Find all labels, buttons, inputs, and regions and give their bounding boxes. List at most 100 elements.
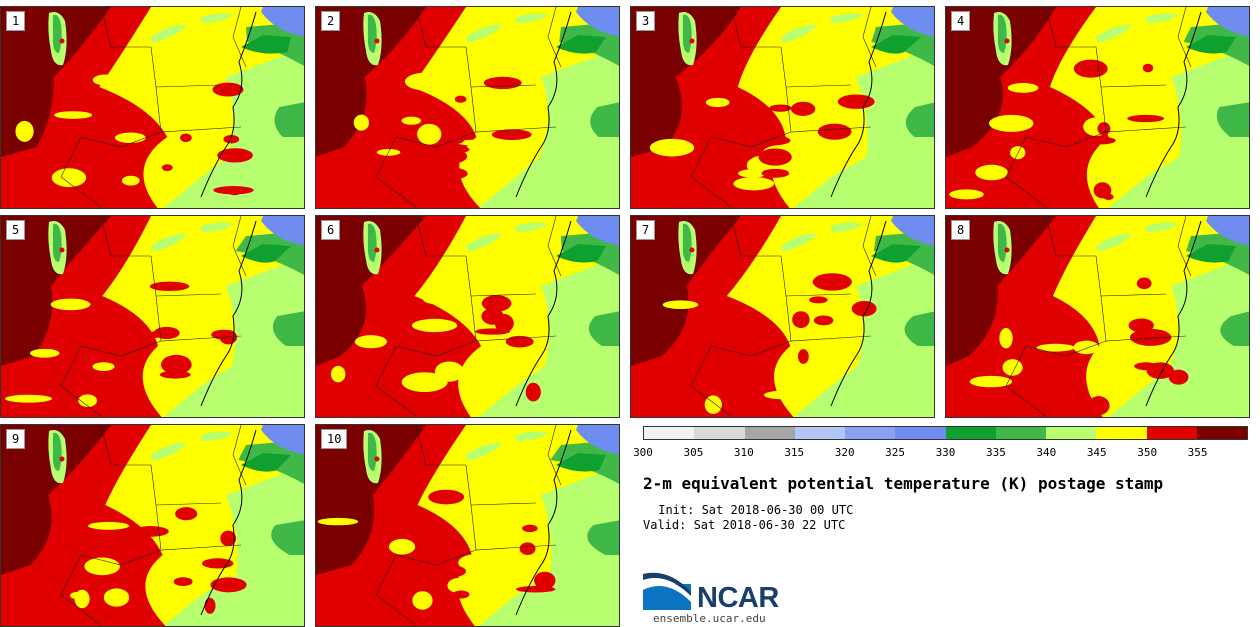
colorbar-cell [995,427,1046,439]
yellow-patch [401,372,448,392]
red-patch [1087,396,1110,416]
coastline [200,429,257,616]
green-patch [271,520,304,555]
member-number-label: 5 [6,220,26,240]
red-patch [153,326,180,340]
yellow-patch [423,294,465,305]
colorbar-tick-label: 345 [1086,446,1107,459]
lake-dot [689,247,695,253]
red-patch [1103,193,1114,200]
lake-inner [53,223,62,262]
red-patch [210,577,247,593]
red-patch [1129,328,1172,346]
red-patch [519,542,536,555]
colorbar-cell [1096,427,1147,439]
yellow-patch [1064,287,1086,304]
red-patch [217,148,253,163]
state-boundary [60,136,102,208]
red-patch [223,135,240,144]
colorbar-cell [895,427,946,439]
colorbar-cell [744,427,795,439]
colorbar-cell [1146,427,1197,439]
red-patch [1127,114,1165,123]
member-number-label: 3 [636,11,656,31]
map-field-icon [631,7,934,208]
yellow-patch [662,300,699,310]
lake-erie [466,24,502,43]
member-panel-8: 8 [945,215,1250,418]
lake-erie [781,24,817,43]
yellow-patch [92,362,115,371]
colorbar-cell [945,427,996,439]
state-boundary [690,136,732,208]
lake-inner [368,432,377,471]
yellow-patch [465,488,496,509]
colorbar-cell [845,427,896,439]
lake-ontario [831,222,863,232]
yellow-patch [87,521,130,530]
lake-inner [53,432,62,471]
state-boundary [415,7,466,48]
state-boundary [60,554,102,626]
red-patch [160,354,192,375]
state-boundary [395,549,477,566]
red-patch [1168,369,1189,385]
darkgreen-region [241,453,291,472]
yellow-patch [1036,343,1075,352]
state-boundary [1025,131,1107,148]
yellow-patch [50,298,91,311]
red-patch [483,76,522,90]
coastline [1145,11,1202,198]
state-boundary [395,340,477,357]
yellow-patch [126,493,150,507]
red-patch [161,164,173,172]
red-patch [220,530,237,547]
state-boundary [1177,7,1192,68]
red-patch [428,489,465,505]
yellow-patch [84,557,120,576]
state-boundary [1005,345,1047,417]
colorbar-tick-label: 350 [1137,446,1158,459]
state-boundary [862,216,877,277]
lake-dot [59,38,65,44]
yellow-patch [121,175,140,186]
red-patch [452,590,470,599]
red-patch [754,319,770,338]
red-patch [173,577,193,587]
lake-erie [151,233,187,252]
lake-dot [59,247,65,253]
state-boundary [547,425,562,486]
coastline [1145,220,1202,407]
state-boundary [1025,340,1107,357]
map-field-icon [946,216,1249,417]
member-number-label: 4 [951,11,971,31]
lake-ontario [1146,222,1178,232]
state-boundary [415,425,466,466]
yellow-patch [458,553,503,572]
green-patch [905,102,934,137]
member-panel-9: 9 [0,424,305,627]
colorbar-tick-label: 305 [683,446,704,459]
lake-dot [689,38,695,44]
site-url: ensemble.ucar.edu [653,612,766,625]
colorbar-tick-label: 330 [935,446,956,459]
colorbar [643,426,1248,440]
red-patch [525,382,541,402]
state-boundary [100,7,151,48]
red-patch [132,526,169,537]
yellow-patch [15,120,34,142]
yellow-patch [92,74,119,86]
colorbar-tick-label: 315 [784,446,805,459]
colorbar-tick-label: 310 [733,446,754,459]
red-patch [180,133,192,143]
red-patch [454,95,467,103]
lake-erie [781,233,817,252]
state-boundary [730,7,781,48]
state-boundary [710,131,792,148]
yellow-patch [29,348,60,358]
state-boundary [710,340,792,357]
blue-region [261,7,304,37]
state-boundary [80,131,162,148]
state-boundary [232,425,247,486]
red-patch [213,186,254,195]
